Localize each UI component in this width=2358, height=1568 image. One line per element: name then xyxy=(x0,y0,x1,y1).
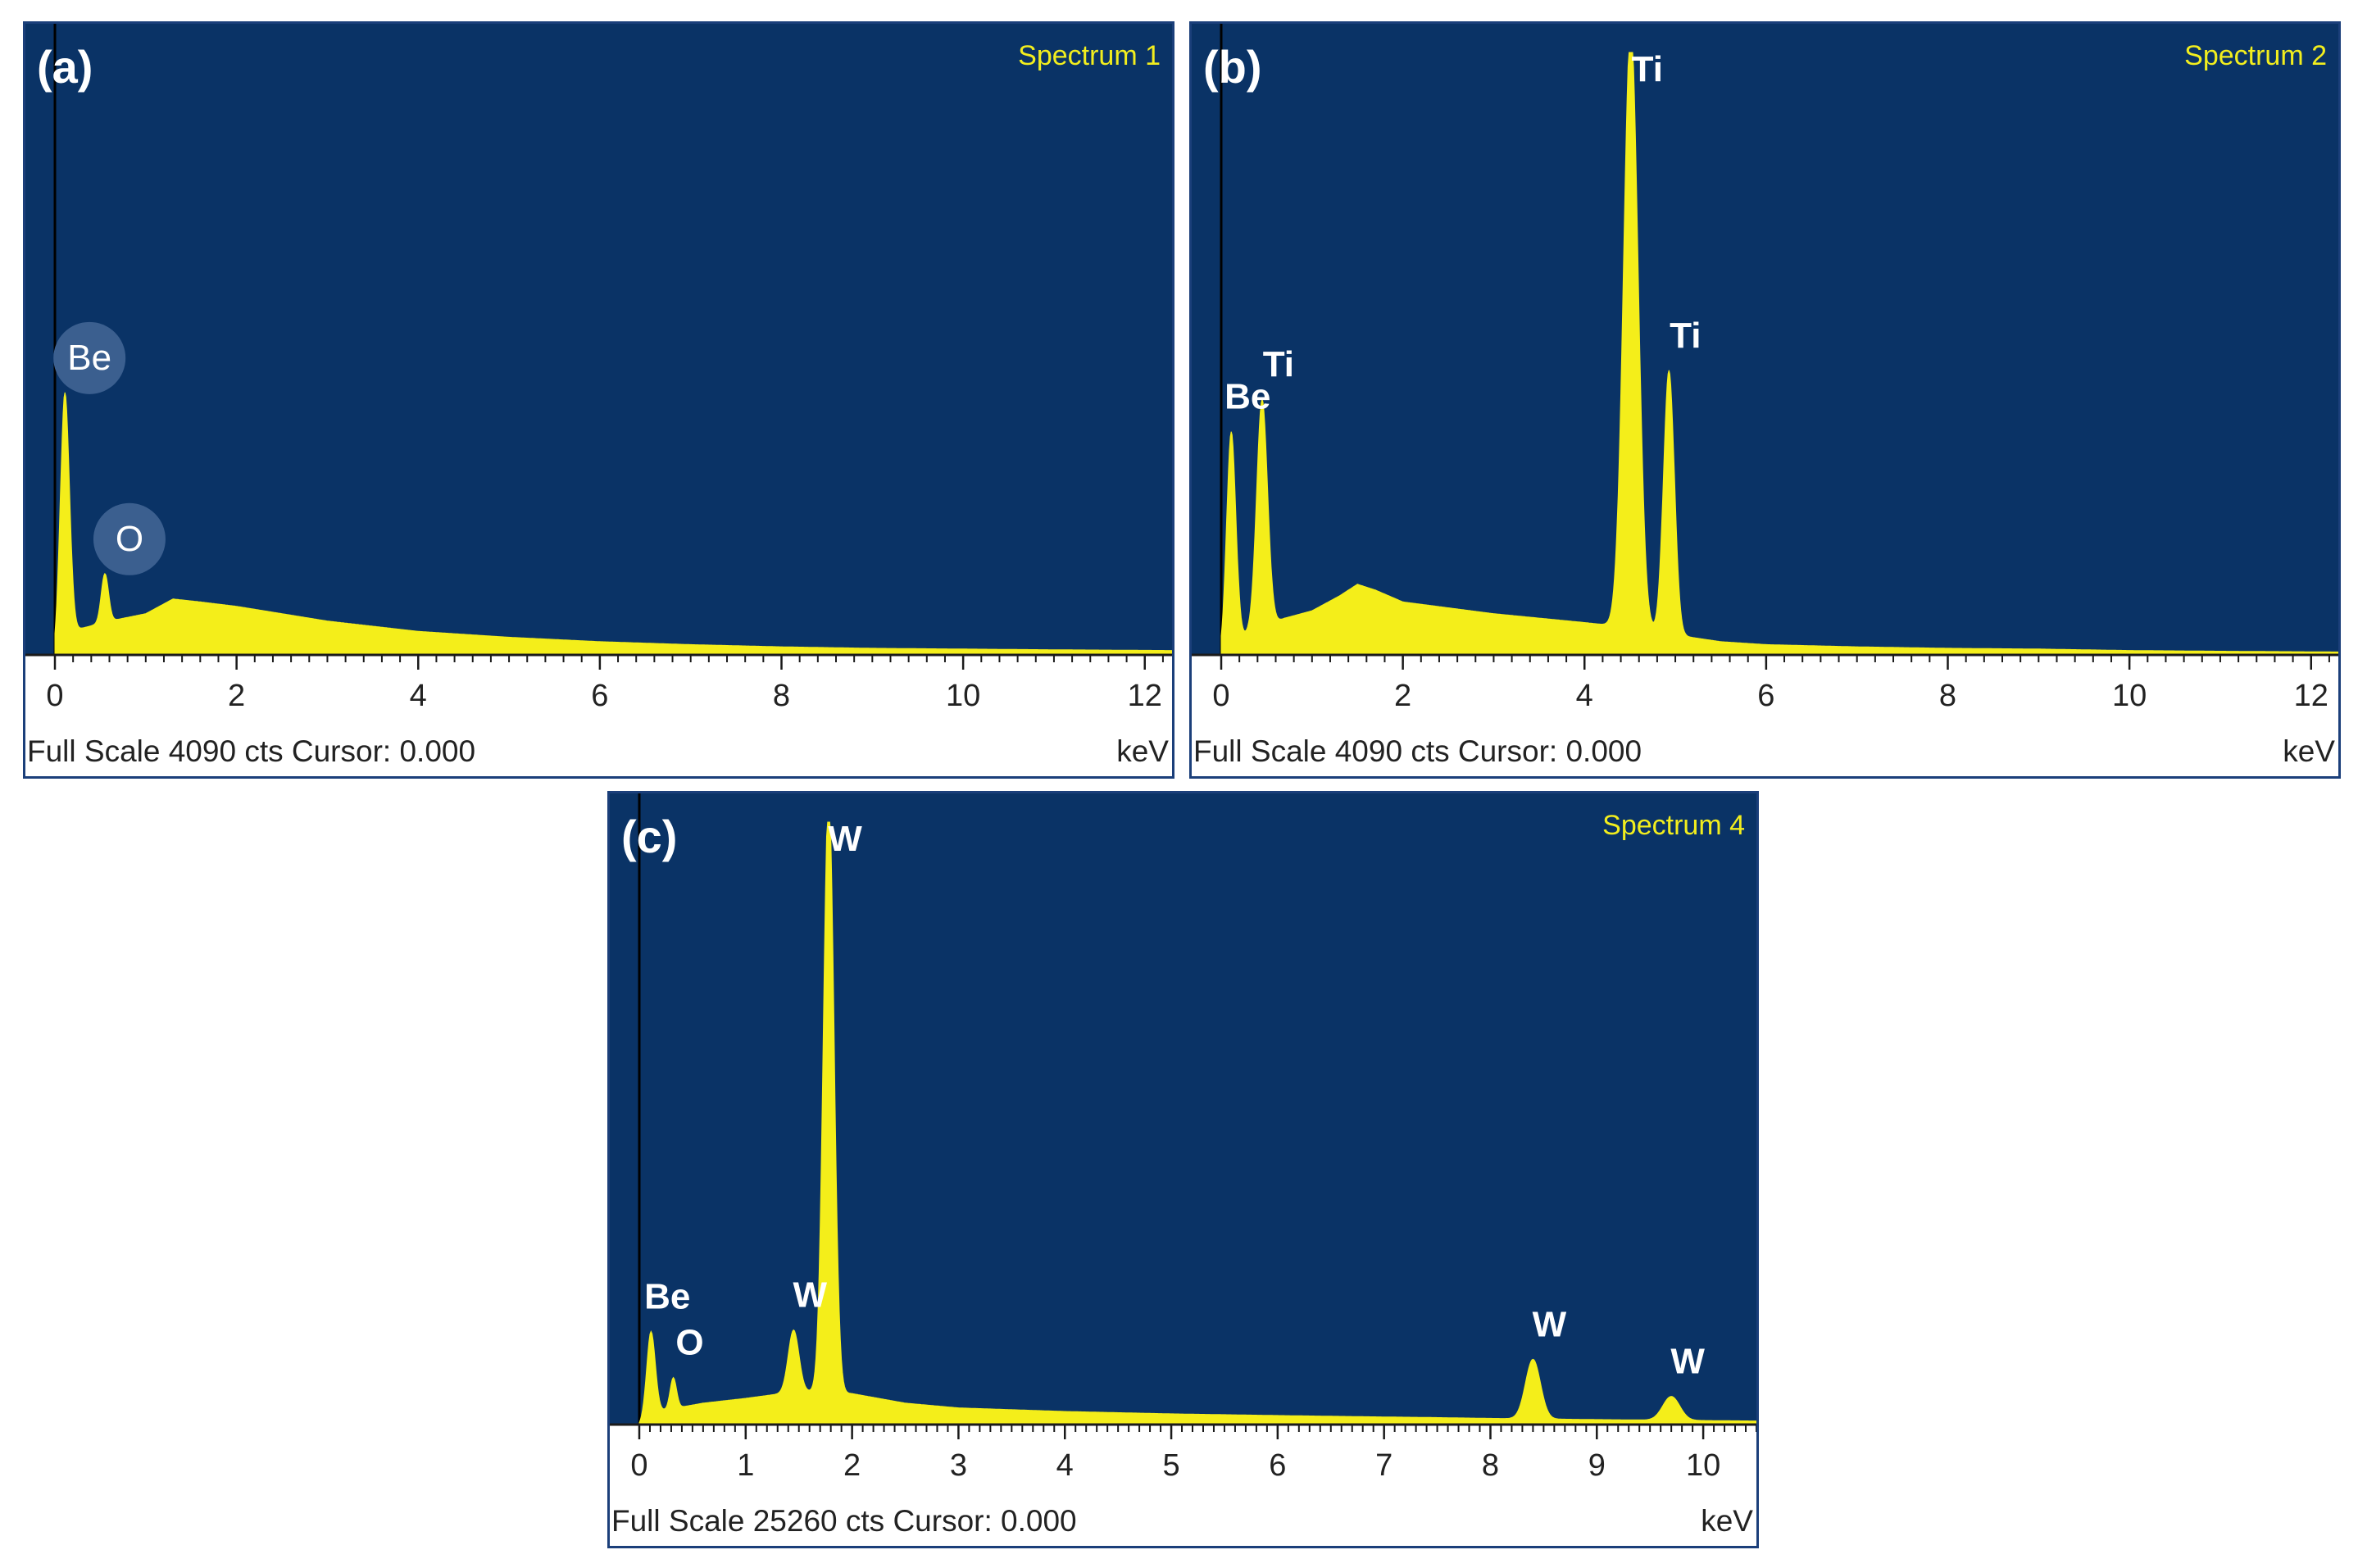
x-tick-label: 8 xyxy=(773,679,790,713)
x-tick-label: 10 xyxy=(946,679,980,713)
x-tick-label: 3 xyxy=(950,1448,967,1483)
x-tick-label: 4 xyxy=(1576,679,1593,713)
footer-text: Full Scale 25260 cts Cursor: 0.000 xyxy=(611,1504,1077,1538)
spectrum-fill xyxy=(54,392,1172,656)
x-tick-label: 12 xyxy=(2294,679,2328,713)
peak-label-be: Be xyxy=(1224,377,1270,417)
plot-area xyxy=(25,24,1172,655)
x-tick-label: 8 xyxy=(1482,1448,1499,1483)
x-tick-label: 2 xyxy=(1394,679,1411,713)
spectrum-panel-a: 0 2 4 6 8 10 12 Full Scale 4090 cts Cursor: 0.0… xyxy=(23,21,1174,779)
footer-text: Full Scale 4090 cts Cursor: 0.000 xyxy=(1193,734,1642,768)
x-tick-label: 7 xyxy=(1375,1448,1393,1483)
x-tick-label: 0 xyxy=(630,1448,647,1483)
axis-region xyxy=(25,655,1172,776)
x-tick-label: 4 xyxy=(410,679,427,713)
spectrum-fill xyxy=(638,821,1756,1425)
plot-area xyxy=(1192,24,2338,655)
peak-label-w: W xyxy=(1670,1342,1705,1382)
spectrum-title: Spectrum 2 xyxy=(2184,40,2327,71)
x-tick-label: 4 xyxy=(1056,1448,1074,1483)
x-tick-label: 6 xyxy=(1269,1448,1286,1483)
panel-label: (c) xyxy=(621,811,677,862)
x-tick-label: 2 xyxy=(843,1448,861,1483)
spectrum-chart-b: 0 2 4 6 8 10 12 Full Scale 4090 cts Cursor: 0.0… xyxy=(1192,24,2338,776)
panel-label: (b) xyxy=(1203,41,1262,93)
peak-label-ti: Ti xyxy=(1670,316,1701,356)
peak-label-ti: Ti xyxy=(1632,49,1663,89)
x-tick-label: 10 xyxy=(1686,1448,1720,1483)
x-tick-label: 0 xyxy=(46,679,63,713)
peak-label-be: Be xyxy=(67,338,111,378)
spectrum-chart-c: 0 1 2 3 4 5 6 7 8 9 10 Full Scale 25260 cts Cursor:… xyxy=(610,793,1756,1546)
spectrum-title: Spectrum 4 xyxy=(1602,810,1745,841)
x-tick-label: 12 xyxy=(1128,679,1162,713)
axis-region xyxy=(610,1425,1756,1546)
axis-region xyxy=(1192,655,2338,776)
x-tick-label: 5 xyxy=(1162,1448,1179,1483)
peak-label-w: W xyxy=(793,1275,827,1315)
spectrum-title: Spectrum 1 xyxy=(1018,40,1161,71)
peak-label-w: W xyxy=(828,819,862,859)
peak-label-halo xyxy=(93,502,166,575)
unit-label: keV xyxy=(1701,1504,1753,1538)
x-tick-label: 0 xyxy=(1212,679,1229,713)
spectrum-panel-c: 0 1 2 3 4 5 6 7 8 9 10 Full Scale 25260 cts Cursor:… xyxy=(607,791,1759,1548)
panel-label: (a) xyxy=(37,41,93,93)
peak-label-halo xyxy=(53,321,126,394)
footer-text: Full Scale 4090 cts Cursor: 0.000 xyxy=(27,734,475,768)
unit-label: keV xyxy=(1116,734,1169,768)
spectrum-chart-a: 0 2 4 6 8 10 12 Full Scale 4090 cts Cursor: 0.0… xyxy=(25,24,1172,776)
unit-label: keV xyxy=(2283,734,2335,768)
x-tick-label: 10 xyxy=(2112,679,2147,713)
x-tick-label: 2 xyxy=(228,679,245,713)
peak-label-o: O xyxy=(116,519,143,559)
x-tick-label: 1 xyxy=(737,1448,754,1483)
spectrum-fill xyxy=(1220,52,2338,656)
x-tick-label: 8 xyxy=(1939,679,1956,713)
x-tick-label: 6 xyxy=(1757,679,1774,713)
x-tick-label: 6 xyxy=(591,679,608,713)
peak-label-o: O xyxy=(675,1323,703,1363)
peak-label-ti: Ti xyxy=(1263,344,1294,384)
peak-label-be: Be xyxy=(644,1276,690,1316)
peak-label-w: W xyxy=(1533,1304,1567,1344)
x-tick-label: 9 xyxy=(1588,1448,1606,1483)
spectrum-panel-b: 0 2 4 6 8 10 12 Full Scale 4090 cts Cursor: 0.0… xyxy=(1189,21,2341,779)
plot-area xyxy=(610,793,1756,1425)
